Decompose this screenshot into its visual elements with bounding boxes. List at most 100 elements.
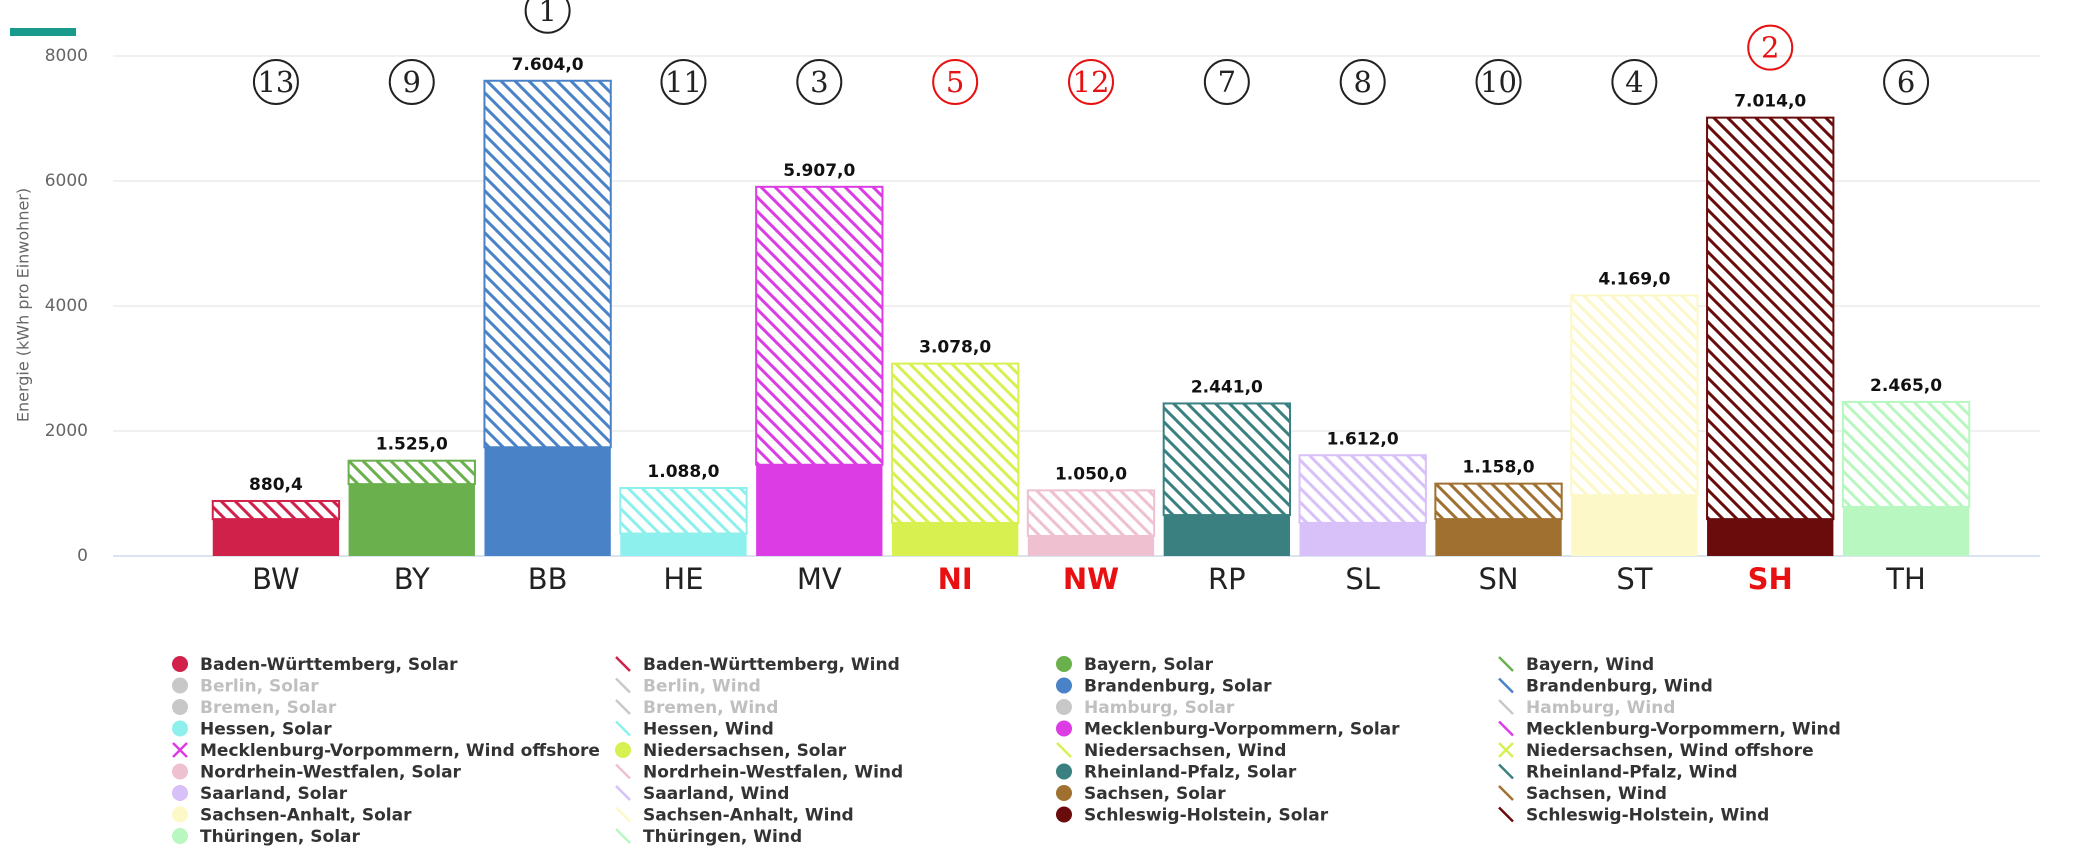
- legend-symbol: [1498, 656, 1514, 672]
- bar-solar: [212, 519, 340, 556]
- x-tick-label: ST: [1616, 562, 1652, 596]
- x-tick-label: SH: [1748, 562, 1793, 596]
- total-label: 1.612,0: [1327, 429, 1399, 449]
- bar-wind: [1162, 402, 1292, 517]
- rank-circle: [252, 59, 299, 105]
- legend-symbol: [172, 828, 188, 844]
- rank-label: 1: [538, 0, 556, 28]
- total-label: 1.525,0: [376, 435, 448, 455]
- bar-wind: [1841, 400, 1971, 508]
- rank-circle: [1339, 59, 1386, 105]
- legend-symbol: [1056, 742, 1072, 758]
- bar-wind: [1298, 454, 1427, 524]
- x-tick-label: NW: [1063, 562, 1119, 596]
- legend-label: Hamburg, Wind: [1526, 698, 1675, 718]
- bar-solar: [1435, 519, 1562, 556]
- x-tick-label: SN: [1478, 562, 1518, 596]
- legend-label: Saarland, Solar: [200, 784, 348, 804]
- legend-label: Hessen, Solar: [200, 720, 332, 740]
- x-tick-label: TH: [1885, 562, 1926, 596]
- rank-label: 8: [1353, 65, 1371, 99]
- bar-solar: [620, 533, 747, 556]
- rank-label: 10: [1480, 65, 1517, 99]
- legend-symbol: [172, 742, 188, 758]
- bar-wind: [1026, 489, 1156, 537]
- rank-circle: [1068, 59, 1114, 105]
- rank-label: 6: [1897, 65, 1915, 99]
- legend-label: Hamburg, Solar: [1084, 698, 1235, 718]
- legend-label: Sachsen, Solar: [1084, 784, 1226, 804]
- total-label: 5.907,0: [783, 161, 855, 181]
- legend-label: Bayern, Wind: [1526, 655, 1654, 675]
- total-label: 7.014,0: [1734, 92, 1806, 112]
- rank-label: 4: [1625, 65, 1643, 99]
- legend-label: Brandenburg, Solar: [1084, 677, 1272, 697]
- legend-label: Baden-Württemberg, Solar: [200, 655, 458, 675]
- legend-label: Berlin, Wind: [643, 677, 761, 697]
- legend-symbol: [1498, 763, 1514, 780]
- legend-label: Thüringen, Wind: [643, 827, 802, 847]
- legend-label: Thüringen, Solar: [200, 827, 361, 847]
- legend-symbol: [172, 720, 188, 737]
- legend-symbol: [1498, 785, 1514, 801]
- x-tick-label: BB: [528, 562, 568, 596]
- y-tick-label: 8000: [45, 46, 88, 66]
- bar-solar: [1571, 495, 1698, 556]
- legend-label: Nordrhein-Westfalen, Solar: [200, 763, 462, 783]
- legend-symbol: [1056, 677, 1072, 694]
- total-label: 1.088,0: [647, 462, 719, 482]
- total-label: 1.050,0: [1055, 464, 1127, 484]
- total-label: 2.465,0: [1870, 376, 1942, 396]
- legend-label: Sachsen-Anhalt, Wind: [643, 806, 854, 826]
- legend-symbol: [615, 763, 631, 780]
- legend-label: Rheinland-Pfalz, Wind: [1526, 763, 1738, 783]
- legend-label: Niedersachsen, Wind offshore: [1526, 741, 1814, 761]
- total-label: 7.604,0: [512, 55, 584, 75]
- rank-circle: [932, 59, 979, 105]
- bar-wind: [890, 362, 1020, 524]
- legend-symbol: [172, 763, 188, 780]
- bar-wind: [483, 79, 612, 449]
- legend-label: Mecklenburg-Vorpommern, Solar: [1084, 720, 1400, 740]
- legend-label: Sachsen-Anhalt, Solar: [200, 806, 412, 826]
- rank-label: 11: [665, 65, 702, 99]
- legend-symbol: [615, 785, 631, 801]
- legend-label: Hessen, Wind: [643, 720, 774, 740]
- legend-label: Bremen, Solar: [200, 698, 337, 718]
- legend-symbol: [172, 699, 188, 715]
- rank-circle: [524, 0, 571, 34]
- bar-wind: [755, 185, 884, 466]
- bar-wind: [1706, 116, 1835, 521]
- rank-label: 7: [1218, 65, 1236, 99]
- rank-label: 13: [257, 65, 294, 99]
- bar-solar: [891, 522, 1019, 556]
- y-tick-label: 4000: [45, 296, 88, 316]
- total-label: 3.078,0: [919, 338, 991, 358]
- legend-label: Schleswig-Holstein, Solar: [1084, 806, 1329, 826]
- rank-circle: [1611, 59, 1658, 105]
- rank-circle: [796, 59, 843, 105]
- bar-solar: [1163, 515, 1291, 556]
- bar-solar: [1299, 522, 1426, 556]
- legend-symbol: [615, 699, 631, 715]
- total-label: 4.169,0: [1598, 269, 1670, 289]
- rank-circle: [388, 59, 435, 105]
- bar-solar: [1027, 536, 1155, 556]
- legend-symbol: [615, 720, 631, 737]
- legend-symbol: [615, 656, 631, 672]
- bar-wind: [619, 487, 748, 535]
- header-accent: [10, 28, 76, 36]
- rank-label: 2: [1761, 31, 1779, 65]
- legend-label: Brandenburg, Wind: [1526, 677, 1713, 697]
- legend-label: Mecklenburg-Vorpommern, Wind: [1526, 720, 1841, 740]
- rank-circle: [1883, 59, 1930, 105]
- legend-label: Saarland, Wind: [643, 784, 789, 804]
- legend-symbol: [615, 742, 631, 758]
- x-tick-label: NI: [938, 562, 973, 596]
- bar-solar: [348, 484, 475, 556]
- rank-label: 5: [946, 65, 964, 99]
- legend-label: Schleswig-Holstein, Wind: [1526, 806, 1769, 826]
- legend-label: Sachsen, Wind: [1526, 784, 1667, 804]
- bar-wind: [347, 459, 476, 486]
- rank-circle: [1747, 24, 1794, 71]
